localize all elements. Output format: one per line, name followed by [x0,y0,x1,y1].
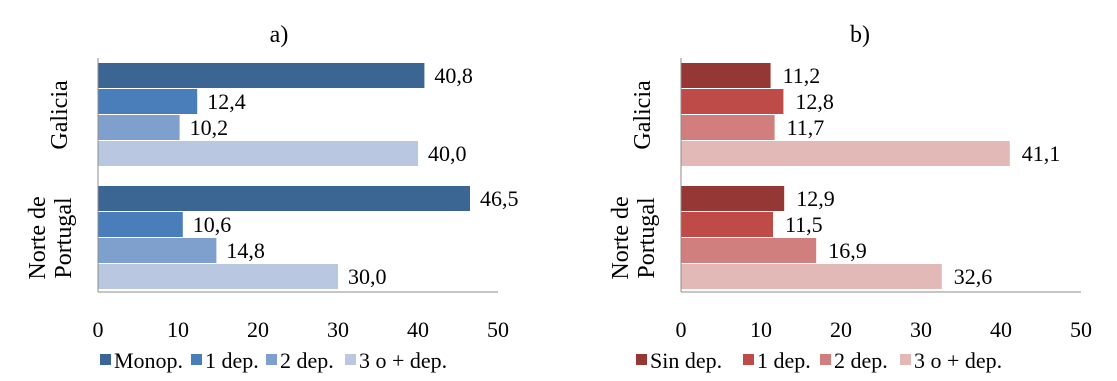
bar-norte-de-portugal-4 [681,264,942,289]
data-label: 14,8 [226,238,265,263]
legend-swatch [743,354,754,365]
x-tick-label: 40 [990,317,1012,342]
legend-label: 3 o + dep. [359,348,447,373]
x-tick-label: 30 [327,317,349,342]
legend-label: 1 dep. [757,348,811,373]
bar-galicia-4 [98,141,418,166]
category-label: Galicia [630,80,656,150]
bar-norte-de-portugal-3 [98,238,217,263]
x-tick-label: 10 [167,317,189,342]
data-label: 10,6 [193,212,232,237]
chart-panel-b: b) 11,2 12,9 12,8 11,5 11,7 16,9 41,1 32,6 0 10 20 3… [608,22,1092,373]
bar-galicia-4 [681,141,1010,166]
chart-title: b) [850,22,870,48]
legend-swatch [636,354,647,365]
category-label: Norte de Portugal [608,196,660,279]
data-label: 11,5 [785,212,823,237]
bar-norte-de-portugal-4 [98,264,338,289]
bar-galicia-2 [98,89,198,114]
bar-norte-de-portugal-2 [681,212,773,237]
bar-galicia-3 [681,115,775,140]
category-label-line: Galicia [47,80,73,150]
data-label: 32,6 [954,264,993,289]
data-label: 10,2 [190,115,229,140]
x-tick-label: 50 [1070,317,1092,342]
chart-panel-a: a) 40,8 46,5 12,4 10,6 10,2 14,8 40,0 30,0 0 10 20 3… [25,22,519,373]
bar-galicia-2 [681,89,784,114]
legend-label: Sin dep. [650,348,722,373]
x-tick-label: 0 [93,317,104,342]
bar-galicia-1 [681,63,771,88]
x-tick-label: 0 [676,317,687,342]
x-tick-label: 20 [247,317,269,342]
data-label: 11,7 [787,115,825,140]
data-label: 12,8 [795,89,834,114]
x-tick-label: 30 [910,317,932,342]
bar-norte-de-portugal-1 [681,186,785,211]
legend-swatch [266,354,277,365]
data-label: 40,0 [428,141,467,166]
legend-swatch [100,354,111,365]
bar-galicia-3 [98,115,180,140]
bar-norte-de-portugal-1 [98,186,470,211]
x-tick-label: 10 [750,317,772,342]
data-label: 12,4 [207,89,246,114]
chart-title: a) [270,22,289,48]
legend-label: Monop. [114,348,183,373]
x-tick-label: 50 [487,317,509,342]
data-label: 12,9 [796,186,835,211]
data-label: 41,1 [1022,141,1061,166]
legend-label: 1 dep. [205,348,259,373]
legend-swatch [820,354,831,365]
category-label-line: Norte de [608,196,634,279]
category-label-line: Galicia [630,80,656,150]
legend-swatch [900,354,911,365]
category-label: Norte de Portugal [25,196,77,279]
legend-swatch [191,354,202,365]
legend-label: 3 o + dep. [914,348,1002,373]
category-label-line: Portugal [51,197,77,279]
bar-norte-de-portugal-2 [98,212,183,237]
data-label: 16,9 [828,238,867,263]
data-label: 46,5 [480,186,519,211]
category-label-line: Norte de [25,196,51,279]
legend-swatch [345,354,356,365]
legend-label: 2 dep. [280,348,334,373]
legend-label: 2 dep. [834,348,888,373]
category-label: Galicia [47,80,73,150]
bar-norte-de-portugal-3 [681,238,817,263]
data-label: 40,8 [434,63,473,88]
x-tick-label: 20 [830,317,852,342]
bar-galicia-1 [98,63,425,88]
data-label: 30,0 [348,264,387,289]
x-tick-label: 40 [407,317,429,342]
category-label-line: Portugal [634,197,660,279]
data-label: 11,2 [783,63,821,88]
